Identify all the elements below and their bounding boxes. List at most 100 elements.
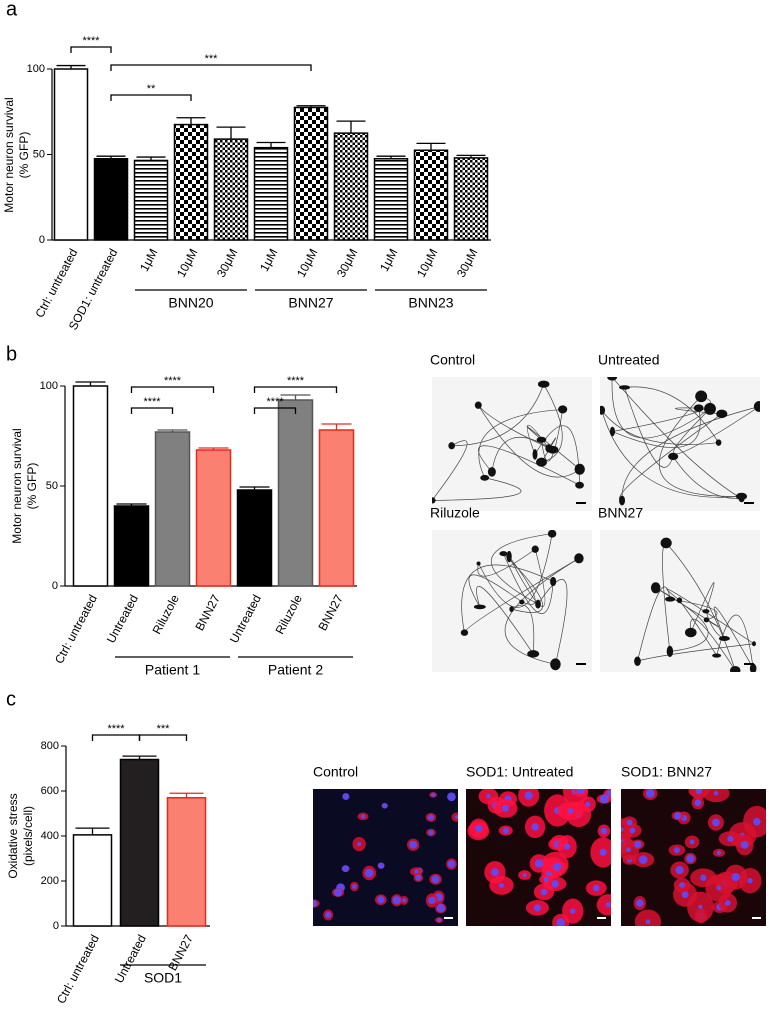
soma xyxy=(660,537,672,549)
neurite xyxy=(679,600,717,656)
y-tick-label: 600 xyxy=(41,785,59,797)
nucleus xyxy=(556,918,566,926)
nucleus xyxy=(716,850,722,856)
nucleus xyxy=(342,865,350,873)
soma xyxy=(535,599,541,609)
neurite xyxy=(621,406,760,501)
significance-label: *** xyxy=(157,723,171,735)
soma xyxy=(753,401,760,412)
y-tick-label: 200 xyxy=(41,875,59,887)
x-tick-label: 10μM xyxy=(294,246,321,279)
significance-label: ** xyxy=(147,83,156,95)
nucleus xyxy=(629,827,636,834)
micrograph-content xyxy=(600,530,760,672)
significance-bracket xyxy=(253,386,338,393)
neurite xyxy=(478,445,580,486)
soma xyxy=(703,617,710,623)
bar xyxy=(453,157,489,241)
nucleus xyxy=(427,814,434,821)
group-label: Patient 1 xyxy=(145,662,200,678)
micrograph xyxy=(432,377,592,511)
soma xyxy=(618,385,631,390)
cell xyxy=(634,909,662,926)
nucleus xyxy=(428,829,434,836)
nucleus xyxy=(540,888,548,896)
soma xyxy=(684,627,697,638)
nucleus xyxy=(377,895,385,904)
image-bg xyxy=(432,377,592,511)
micrograph-label: Control xyxy=(313,764,358,780)
nucleus xyxy=(533,904,541,912)
nucleus xyxy=(570,908,576,914)
nucleus xyxy=(747,878,753,884)
bar xyxy=(53,68,89,241)
micrograph-content xyxy=(466,789,611,926)
soma xyxy=(547,530,557,538)
soma xyxy=(550,658,561,671)
bar xyxy=(113,505,150,587)
nucleus xyxy=(436,904,445,913)
x-tick-label: 1μM xyxy=(377,246,400,273)
x-tick-label: Ctrl: untreated xyxy=(52,592,100,666)
nucleus xyxy=(636,899,644,907)
significance-bracket xyxy=(110,94,192,101)
neurite xyxy=(637,643,755,662)
nucleus xyxy=(414,869,419,874)
nucleus xyxy=(740,841,749,849)
soma xyxy=(666,645,674,658)
nucleus xyxy=(447,860,456,868)
x-tick-label: Riluzole xyxy=(273,592,306,637)
group-label: BNN20 xyxy=(168,295,213,311)
nucleus xyxy=(360,814,366,819)
neurite xyxy=(432,477,522,501)
neurite xyxy=(690,582,715,633)
neurite xyxy=(713,606,754,669)
soma xyxy=(600,405,606,415)
nucleus xyxy=(475,824,483,833)
soma xyxy=(693,404,704,412)
y-tick-label: 100 xyxy=(27,63,45,75)
nucleus xyxy=(645,919,651,925)
nucleus xyxy=(498,882,505,888)
significance-label: **** xyxy=(287,375,305,387)
micrograph-content xyxy=(432,377,592,511)
soma xyxy=(527,650,540,658)
y-tick-label: 400 xyxy=(41,830,59,842)
neurite xyxy=(611,377,742,499)
x-tick-label: Ctrl: untreated xyxy=(54,932,102,1006)
soma xyxy=(729,665,741,672)
significance-label: **** xyxy=(143,396,161,408)
neurite xyxy=(477,548,536,577)
micrograph xyxy=(600,377,760,511)
neurite xyxy=(477,405,580,478)
nucleus xyxy=(551,880,559,888)
bar xyxy=(195,449,232,587)
nucleus xyxy=(645,789,655,798)
soma xyxy=(715,439,722,446)
nucleus xyxy=(695,789,703,795)
neurite xyxy=(468,574,523,608)
neurite xyxy=(503,553,554,614)
bar xyxy=(293,106,329,241)
nucleus xyxy=(543,877,549,882)
neurite xyxy=(476,586,534,655)
soma xyxy=(547,445,559,454)
significance-bracket xyxy=(130,407,174,414)
x-tick-label: 1μM xyxy=(137,246,160,273)
significance-bracket xyxy=(138,734,188,741)
neurite xyxy=(670,598,718,621)
soma xyxy=(487,467,496,477)
micrograph-label: SOD1: BNN27 xyxy=(621,764,712,780)
soma xyxy=(531,545,539,553)
soma xyxy=(432,497,436,504)
cell xyxy=(451,812,458,822)
nucleus xyxy=(313,899,318,908)
nucleus xyxy=(431,792,436,797)
nucleus xyxy=(689,839,695,845)
y-tick-label: 0 xyxy=(52,580,58,592)
x-tick-label: Untreated xyxy=(104,592,141,645)
nucleus xyxy=(447,792,456,802)
nucleus xyxy=(431,875,440,884)
soma xyxy=(607,377,618,381)
nucleus xyxy=(531,823,539,831)
